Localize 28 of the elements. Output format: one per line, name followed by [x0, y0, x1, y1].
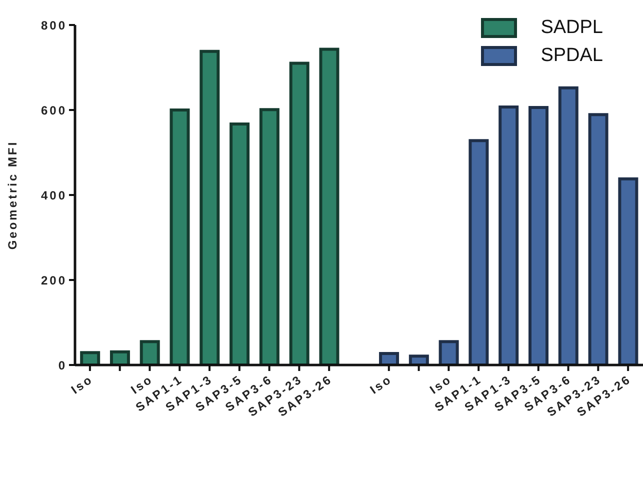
bar [230, 122, 250, 365]
bar [259, 108, 280, 365]
bar [80, 351, 100, 365]
bar [110, 350, 130, 365]
bar [140, 340, 160, 365]
bar [438, 340, 459, 365]
y-tick-label: 600 [40, 103, 67, 118]
y-tick-label: 0 [58, 358, 67, 372]
y-tick-label: 400 [40, 188, 67, 202]
bar [170, 108, 190, 365]
bar [588, 113, 608, 365]
legend-label: SADPL [540, 17, 603, 39]
bar [618, 177, 638, 365]
bar [289, 62, 310, 365]
bar [498, 106, 519, 365]
x-tick-label: Iso [68, 372, 96, 397]
bar [319, 48, 340, 365]
bar [200, 50, 220, 365]
legend-label: SPDAL [540, 45, 603, 67]
y-tick-label: 800 [40, 18, 67, 32]
y-tick-label: 200 [40, 273, 67, 288]
bar [558, 86, 578, 365]
x-tick-label: Iso [367, 372, 395, 397]
bar [379, 352, 400, 365]
bar [528, 106, 548, 365]
y-axis-title: Geometric MFI [5, 140, 20, 250]
bar [408, 354, 429, 365]
bar [468, 139, 489, 365]
